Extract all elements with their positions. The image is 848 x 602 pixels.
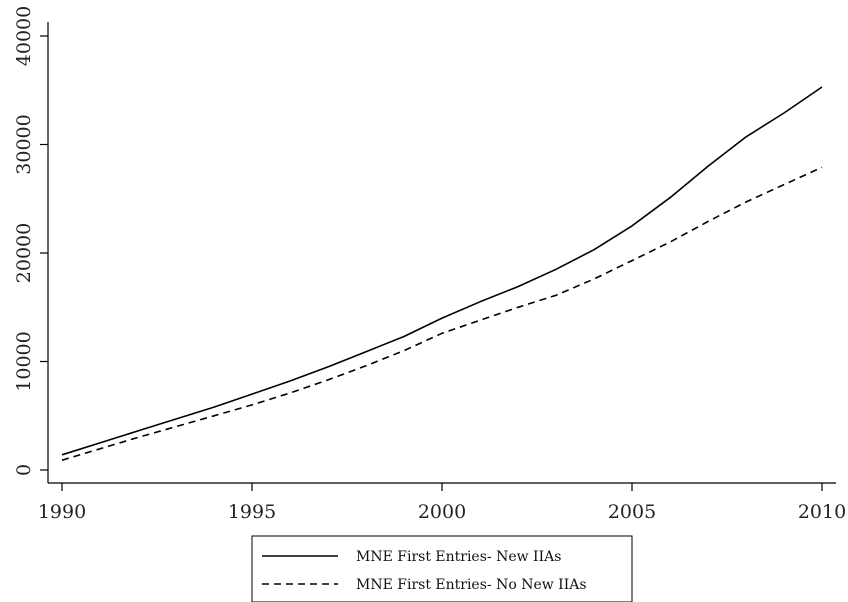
x-tick-label: 2000 (418, 501, 466, 523)
y-tick-label: 30000 (13, 114, 35, 174)
x-tick-label: 1990 (38, 501, 86, 523)
y-tick-label: 40000 (13, 6, 35, 66)
y-tick-label: 10000 (13, 331, 35, 391)
series-lines (61, 86, 823, 461)
series-line-no-new-iias (61, 166, 823, 461)
legend-label-new-iias: MNE First Entries- New IIAs (356, 549, 561, 565)
x-tick-label: 1995 (228, 501, 276, 523)
axes (47, 22, 836, 484)
legend-box (251, 535, 633, 602)
y-tick-label: 0 (13, 464, 35, 476)
legend-label-no-new-iias: MNE First Entries- No New IIAs (356, 577, 587, 593)
x-tick-label: 2010 (798, 501, 846, 523)
y-ticks: 0 10000 20000 30000 40000 (13, 6, 48, 476)
legend: MNE First Entries- New IIAs MNE First En… (251, 535, 633, 602)
x-tick-label: 2005 (608, 501, 656, 523)
x-ticks: 1990 1995 2000 2005 2010 (38, 483, 846, 523)
series-line-new-iias (61, 86, 823, 456)
y-tick-label: 20000 (13, 223, 35, 283)
